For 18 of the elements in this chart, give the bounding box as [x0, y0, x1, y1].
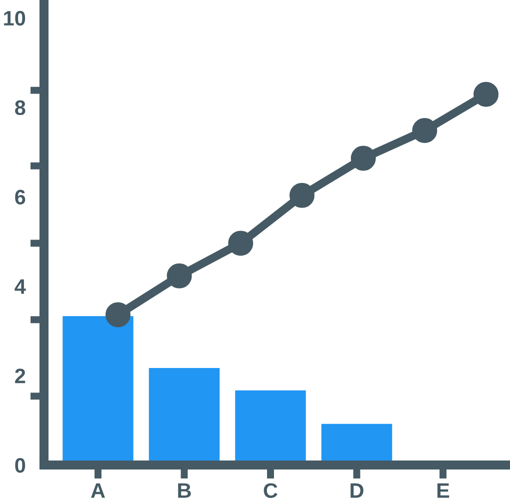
y-tick-label: 2 — [15, 368, 26, 384]
point — [166, 263, 192, 288]
point — [290, 182, 314, 208]
point — [350, 146, 376, 171]
x-tick-label: B — [178, 483, 191, 498]
x-tick-label: C — [264, 483, 278, 498]
point — [106, 302, 130, 328]
x-tick-label: E — [437, 483, 450, 498]
y-tick-label: 4 — [14, 279, 26, 294]
y-tick-label: 6 — [15, 190, 26, 204]
y-tick-label: 8 — [15, 100, 26, 116]
point — [412, 118, 438, 144]
y-tick-label: 10 — [4, 10, 26, 26]
y-tick-label: 0 — [15, 458, 26, 473]
x-tick-label: A — [90, 483, 105, 498]
point — [228, 230, 254, 256]
point — [474, 82, 498, 107]
x-tick-label: D — [350, 483, 364, 498]
